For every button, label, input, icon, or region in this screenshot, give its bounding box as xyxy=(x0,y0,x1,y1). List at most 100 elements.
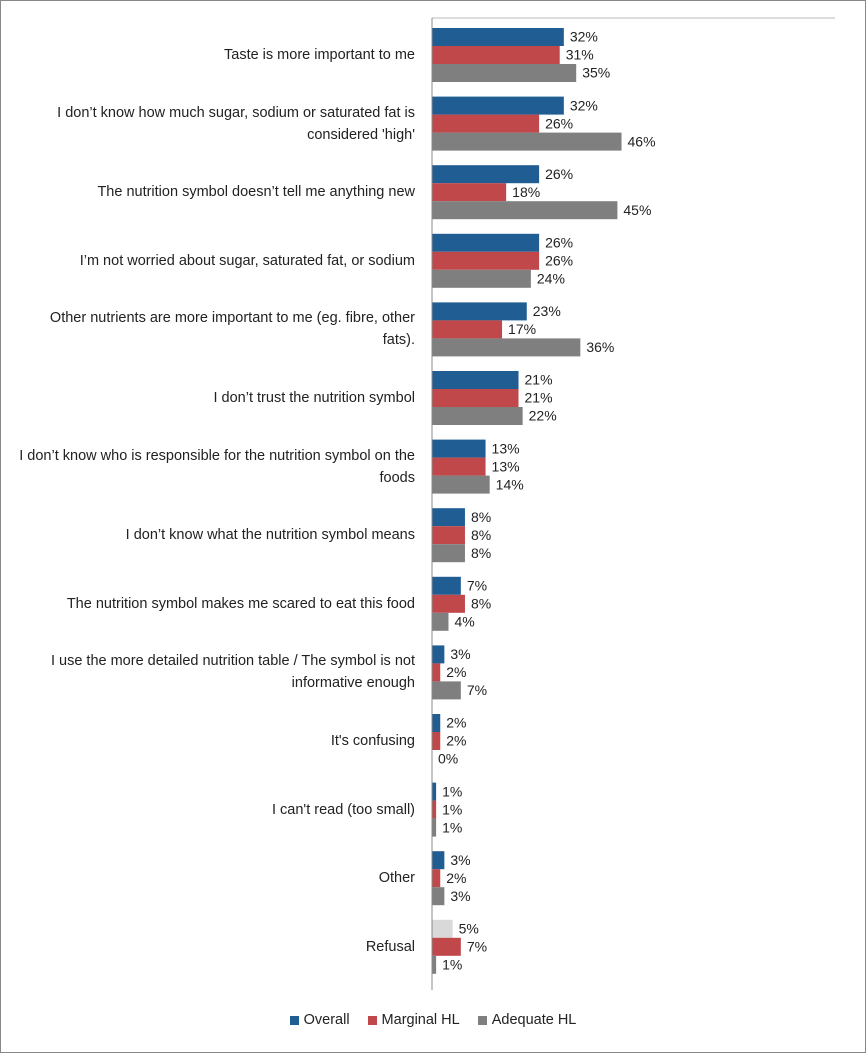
value-label: 3% xyxy=(450,852,470,868)
bar xyxy=(432,714,441,732)
value-label: 17% xyxy=(508,321,536,337)
value-label: 8% xyxy=(471,527,491,543)
bar xyxy=(432,818,437,837)
value-label: 31% xyxy=(566,47,594,63)
bar xyxy=(432,681,461,700)
value-label: 13% xyxy=(492,440,520,456)
category-label: Other nutrients are more important to me… xyxy=(49,310,415,349)
legend-label: Overall xyxy=(303,1012,350,1028)
value-label: 0% xyxy=(438,751,458,767)
bar xyxy=(432,269,531,288)
value-label: 21% xyxy=(525,390,553,406)
value-label: 18% xyxy=(512,184,540,200)
value-label: 4% xyxy=(454,614,474,630)
bar xyxy=(432,526,465,545)
value-label: 32% xyxy=(570,97,598,113)
bar xyxy=(432,457,486,476)
bar xyxy=(432,508,465,527)
bar xyxy=(432,955,437,974)
category-label: The nutrition symbol doesn’t tell me any… xyxy=(97,184,415,201)
category-label: It's confusing xyxy=(330,733,415,749)
category-label: I don’t know what the nutrition symbol m… xyxy=(125,527,415,544)
category-label: Other xyxy=(378,870,415,887)
value-label: 32% xyxy=(570,29,598,45)
bar xyxy=(432,64,577,82)
bar xyxy=(432,439,486,458)
value-label: 13% xyxy=(492,458,520,474)
value-label: 23% xyxy=(533,303,561,319)
legend-item: Overall xyxy=(289,1012,350,1028)
category-label: I don’t know who is responsible for the … xyxy=(19,447,415,486)
value-label: 1% xyxy=(442,801,462,817)
legend-item: Marginal HL xyxy=(367,1012,460,1028)
value-label: 26% xyxy=(545,253,573,269)
legend-swatch xyxy=(367,1015,377,1025)
value-label: 22% xyxy=(529,408,557,424)
value-label: 5% xyxy=(459,921,479,937)
bar xyxy=(432,576,461,595)
bar xyxy=(432,594,465,613)
bar xyxy=(432,132,622,151)
value-label: 2% xyxy=(446,664,466,680)
value-label: 14% xyxy=(496,476,524,492)
bar xyxy=(432,201,618,220)
value-label: 2% xyxy=(446,870,466,886)
bar xyxy=(432,475,490,494)
bar xyxy=(432,851,445,870)
legend-swatch xyxy=(289,1015,299,1025)
bar xyxy=(432,869,441,888)
value-label: 26% xyxy=(545,166,573,182)
legend-label: Adequate HL xyxy=(491,1012,577,1028)
bar xyxy=(432,919,453,938)
value-label: 3% xyxy=(450,888,470,904)
category-label: The nutrition symbol makes me scared to … xyxy=(66,595,415,612)
value-label: 8% xyxy=(471,545,491,561)
bar xyxy=(432,302,527,321)
value-label: 7% xyxy=(467,578,487,594)
value-label: 1% xyxy=(442,783,462,799)
value-label: 8% xyxy=(471,509,491,525)
category-label: I can't read (too small) xyxy=(272,801,415,818)
value-label: 2% xyxy=(446,715,466,731)
category-label: Taste is more important to me xyxy=(224,47,415,63)
bar xyxy=(432,937,461,956)
bar xyxy=(432,544,465,563)
legend: Overall Marginal HL Adequate HL xyxy=(0,1012,866,1028)
value-label: 26% xyxy=(545,115,573,131)
value-label: 24% xyxy=(537,271,565,287)
legend-label: Marginal HL xyxy=(381,1012,460,1028)
bar xyxy=(432,800,437,819)
bar xyxy=(432,46,560,64)
value-label: 21% xyxy=(525,372,553,388)
value-label: 46% xyxy=(628,133,656,149)
bar xyxy=(432,887,445,906)
bar xyxy=(432,114,540,133)
bar xyxy=(432,371,519,389)
bar xyxy=(432,732,441,750)
bar xyxy=(432,320,503,339)
bar xyxy=(432,663,441,682)
bar xyxy=(432,782,437,801)
value-label: 8% xyxy=(471,596,491,612)
value-label: 7% xyxy=(467,939,487,955)
bar xyxy=(432,407,523,425)
category-label: I don’t know how much sugar, sodium or s… xyxy=(57,104,415,143)
legend-item: Adequate HL xyxy=(477,1012,577,1028)
bar xyxy=(432,28,564,46)
value-label: 45% xyxy=(623,202,651,218)
category-label: I use the more detailed nutrition table … xyxy=(50,653,415,692)
value-label: 36% xyxy=(586,339,614,355)
bar xyxy=(432,645,445,664)
value-label: 1% xyxy=(442,957,462,973)
category-label: I don’t trust the nutrition symbol xyxy=(213,390,416,406)
bar xyxy=(432,96,564,115)
value-label: 35% xyxy=(582,65,610,81)
legend-swatch xyxy=(477,1015,487,1025)
bar xyxy=(432,233,540,252)
value-label: 26% xyxy=(545,235,573,251)
category-label: Refusal xyxy=(365,938,415,955)
value-label: 1% xyxy=(442,819,462,835)
bar xyxy=(432,251,540,270)
bar xyxy=(432,183,507,202)
